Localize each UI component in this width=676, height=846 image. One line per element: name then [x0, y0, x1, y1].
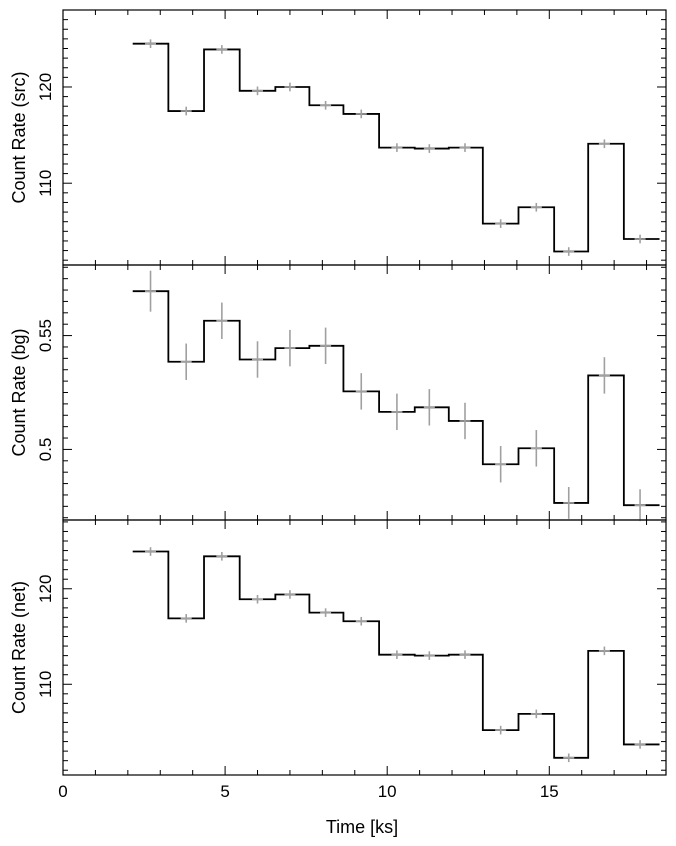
- data-point: [495, 725, 507, 735]
- data-point: [252, 86, 264, 96]
- data-point: [530, 430, 542, 467]
- plot-frame: [62, 264, 667, 521]
- data-point: [598, 139, 610, 149]
- data-point: [320, 608, 332, 617]
- panel-bg: 0.5 0.55 Count Rate (bg): [9, 264, 667, 522]
- data-point: [145, 270, 157, 312]
- y-tick-label: 110: [36, 170, 55, 197]
- data-point: [252, 594, 264, 604]
- data-point: [459, 402, 471, 440]
- y-tick-label: 0.55: [36, 319, 55, 352]
- data-point: [563, 486, 575, 519]
- data-point: [355, 616, 367, 626]
- data-point: [355, 373, 367, 410]
- data-point: [530, 202, 542, 212]
- data-point: [391, 650, 403, 659]
- data-point: [355, 109, 367, 119]
- y-axis-label: Count Rate (net): [9, 581, 29, 714]
- y-tick-label: 120: [36, 575, 55, 603]
- data-point: [284, 82, 296, 92]
- data-point: [634, 740, 646, 749]
- x-tick-label: 5: [220, 782, 229, 801]
- x-tick-label: 10: [378, 782, 397, 801]
- data-point: [563, 247, 575, 256]
- y-tick-label: 120: [36, 73, 55, 101]
- data-point: [216, 302, 228, 339]
- y-axis-label: Count Rate (bg): [9, 328, 29, 456]
- panel-net: 110 120 Count Rate (net) 0 5 10 15: [9, 519, 667, 801]
- data-point: [284, 329, 296, 367]
- data-point: [459, 650, 471, 659]
- data-point: [216, 551, 228, 561]
- x-tick-label: 15: [540, 782, 559, 801]
- data-point: [391, 143, 403, 152]
- data-point: [563, 753, 575, 763]
- data-point: [634, 489, 646, 522]
- data-point: [423, 651, 435, 660]
- data-point: [495, 219, 507, 228]
- data-point: [145, 547, 157, 556]
- data-point: [598, 357, 610, 394]
- data-point: [180, 343, 192, 380]
- data-point: [634, 234, 646, 244]
- panel-src: 110 120 Count Rate (src): [9, 9, 667, 266]
- data-point: [530, 709, 542, 719]
- data-point: [423, 389, 435, 426]
- data-point: [423, 144, 435, 153]
- data-point: [320, 327, 332, 365]
- data-point: [252, 341, 264, 378]
- data-point: [216, 45, 228, 54]
- plot-frame: [62, 9, 667, 266]
- data-point: [459, 143, 471, 152]
- step-line: [132, 290, 660, 507]
- data-point: [320, 100, 332, 110]
- y-tick-label: 110: [36, 671, 55, 698]
- x-tick-label: 0: [58, 782, 67, 801]
- data-point: [145, 39, 157, 49]
- x-axis-label: Time [ks]: [326, 817, 398, 837]
- data-point: [180, 614, 192, 623]
- plot-frame: [62, 519, 667, 776]
- data-point: [495, 446, 507, 483]
- y-axis-label: Count Rate (src): [9, 71, 29, 203]
- data-point: [598, 646, 610, 656]
- data-point: [180, 106, 192, 116]
- data-point: [391, 393, 403, 431]
- y-tick-label: 0.5: [36, 438, 55, 462]
- data-point: [284, 590, 296, 599]
